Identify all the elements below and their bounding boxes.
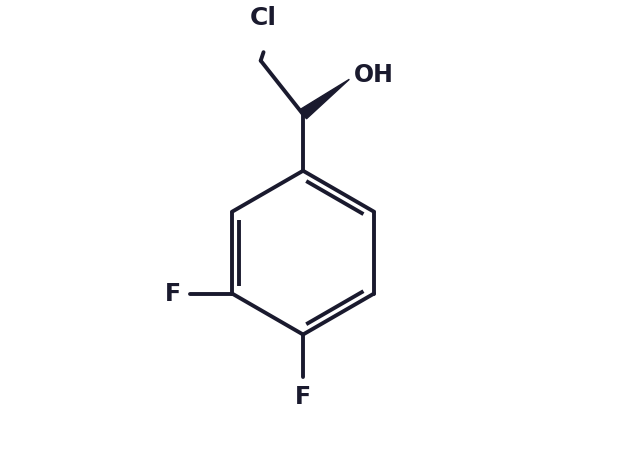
Text: F: F [165,282,181,306]
Text: Cl: Cl [250,6,277,30]
Text: F: F [295,385,311,409]
Polygon shape [300,79,349,119]
Text: OH: OH [354,63,394,87]
